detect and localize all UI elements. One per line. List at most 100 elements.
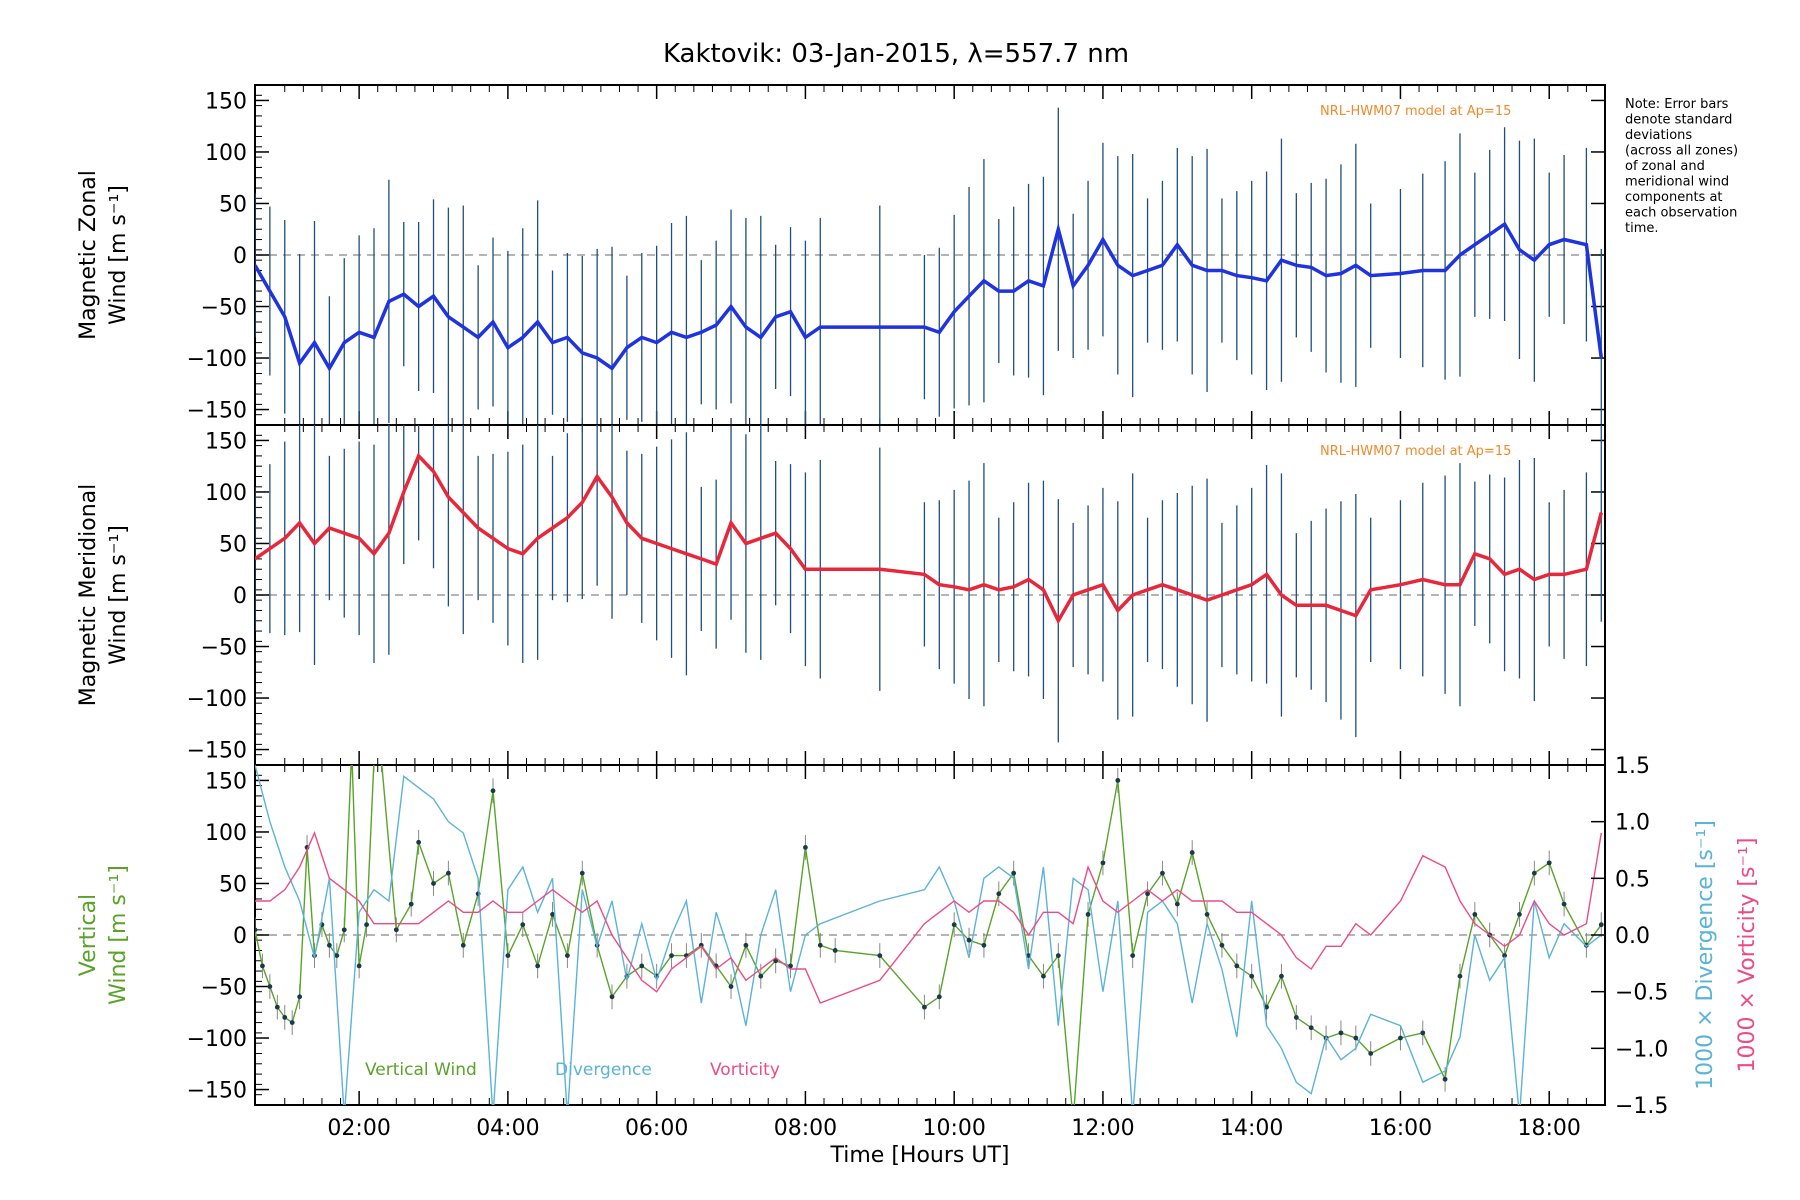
data-point bbox=[1598, 922, 1604, 928]
y2-tick-label: −0.5 bbox=[1615, 981, 1668, 1006]
x-tick-label: 02:00 bbox=[327, 1116, 390, 1141]
y-axis-label: Magnetic Zonal bbox=[76, 170, 101, 340]
data-point bbox=[743, 942, 749, 948]
y-tick-label: −150 bbox=[187, 1079, 247, 1104]
y2-tick-label: 1.5 bbox=[1615, 754, 1650, 779]
y-tick-label: 100 bbox=[205, 481, 247, 506]
y2-axis-label: 1000 × Divergence [s⁻¹] bbox=[1693, 820, 1718, 1090]
y-tick-label: 150 bbox=[205, 89, 247, 114]
data-point bbox=[1308, 1025, 1314, 1031]
data-point bbox=[1219, 942, 1225, 948]
data-point bbox=[951, 922, 957, 928]
y-axis-label: Wind [m s⁻¹] bbox=[106, 525, 131, 665]
data-point bbox=[1174, 901, 1180, 907]
data-point bbox=[817, 942, 823, 948]
data-point bbox=[326, 942, 332, 948]
x-tick-labels: 02:00 04:00 06:00 08:00 10:00 12:00 14:00 16:00… bbox=[327, 1116, 1580, 1141]
series-line-divergence bbox=[255, 765, 1602, 1105]
x-tick-label: 12:00 bbox=[1071, 1116, 1134, 1141]
series-line-vertical-wind bbox=[255, 765, 1602, 1105]
data-point bbox=[289, 1020, 295, 1025]
data-point bbox=[274, 1004, 280, 1010]
y2-tick-label: 0.0 bbox=[1615, 924, 1650, 949]
data-point bbox=[416, 839, 422, 845]
data-point bbox=[460, 942, 466, 948]
data-point bbox=[364, 922, 369, 928]
y-axis-label: Wind [m s⁻¹] bbox=[106, 185, 131, 325]
data-point bbox=[1546, 860, 1552, 866]
data-point bbox=[639, 963, 645, 969]
data-point bbox=[669, 953, 674, 959]
x-tick-label: 18:00 bbox=[1518, 1116, 1581, 1141]
legend-entry: Vertical Wind bbox=[365, 1060, 477, 1080]
y-tick-label: 0 bbox=[233, 924, 247, 949]
data-point bbox=[609, 994, 615, 1000]
data-point bbox=[372, 757, 377, 762]
data-point bbox=[1115, 778, 1121, 783]
data-point bbox=[996, 891, 1002, 897]
data-point bbox=[803, 845, 808, 850]
legend-entry: Vorticity bbox=[710, 1060, 780, 1080]
data-point bbox=[564, 953, 570, 959]
x-tick-label: 04:00 bbox=[476, 1116, 539, 1141]
y-tick-label: 0 bbox=[233, 244, 247, 269]
data-point bbox=[579, 870, 585, 876]
series-line-meridional bbox=[255, 452, 1603, 625]
y-tick-label: 100 bbox=[205, 141, 247, 166]
data-point bbox=[490, 788, 496, 794]
x-tick-label: 08:00 bbox=[774, 1116, 837, 1141]
y2-axis-label: 1000 × Vorticity [s⁻¹] bbox=[1735, 838, 1760, 1073]
y-tick-label: −100 bbox=[187, 687, 247, 712]
note-line: components at bbox=[1625, 190, 1723, 205]
plot-area bbox=[255, 747, 1604, 1105]
data-point bbox=[1204, 911, 1210, 917]
note-line: each observation bbox=[1625, 206, 1737, 221]
note-line: (across all zones) bbox=[1625, 144, 1738, 159]
note-line: meridional wind bbox=[1625, 175, 1729, 190]
data-point bbox=[282, 1015, 288, 1020]
data-point bbox=[297, 994, 303, 1000]
y-tick-label: −100 bbox=[187, 347, 247, 372]
data-point bbox=[758, 973, 764, 979]
data-point bbox=[1011, 870, 1017, 876]
note-line: deviations bbox=[1625, 128, 1692, 143]
y-tick-label: −150 bbox=[187, 739, 247, 764]
y-tick-label: 150 bbox=[205, 429, 247, 454]
data-point bbox=[1100, 860, 1106, 866]
y-tick-label: −50 bbox=[201, 976, 247, 1001]
data-point bbox=[1055, 953, 1061, 959]
data-point bbox=[260, 963, 265, 969]
data-point bbox=[966, 937, 972, 943]
data-point bbox=[832, 948, 838, 953]
data-point bbox=[379, 757, 384, 762]
y-tick-label: 50 bbox=[219, 532, 247, 557]
data-point bbox=[431, 881, 436, 886]
data-point bbox=[334, 953, 340, 959]
data-point bbox=[1457, 973, 1463, 979]
y-tick-label: 0 bbox=[233, 584, 247, 609]
note-line: time. bbox=[1625, 221, 1659, 236]
data-point bbox=[1145, 891, 1150, 897]
data-point bbox=[349, 747, 354, 752]
x-tick-label: 06:00 bbox=[625, 1116, 688, 1141]
y-axis-label: Magnetic Meridional bbox=[76, 484, 101, 706]
plot-area bbox=[255, 425, 1603, 743]
y2-tick-label: 1.0 bbox=[1615, 811, 1650, 836]
data-point bbox=[1264, 1004, 1269, 1010]
data-point bbox=[505, 953, 511, 959]
data-point bbox=[1472, 911, 1478, 917]
chart-title: Kaktovik: 03-Jan-2015, λ=557.7 nm bbox=[663, 39, 1129, 69]
x-tick-label: 16:00 bbox=[1369, 1116, 1432, 1141]
data-point bbox=[520, 922, 526, 928]
y2-tick-label: −1.5 bbox=[1615, 1094, 1668, 1119]
data-point bbox=[1442, 1076, 1448, 1082]
data-point bbox=[922, 1004, 927, 1010]
data-point bbox=[1420, 1030, 1426, 1036]
data-point bbox=[255, 927, 258, 933]
y-tick-label: −100 bbox=[187, 1027, 247, 1052]
data-point bbox=[1234, 963, 1240, 969]
panel-vertical: −150 −100 −50 0 50 100 150 Vertical Wind [m s⁻¹]… bbox=[76, 747, 1760, 1119]
data-point bbox=[341, 927, 347, 933]
